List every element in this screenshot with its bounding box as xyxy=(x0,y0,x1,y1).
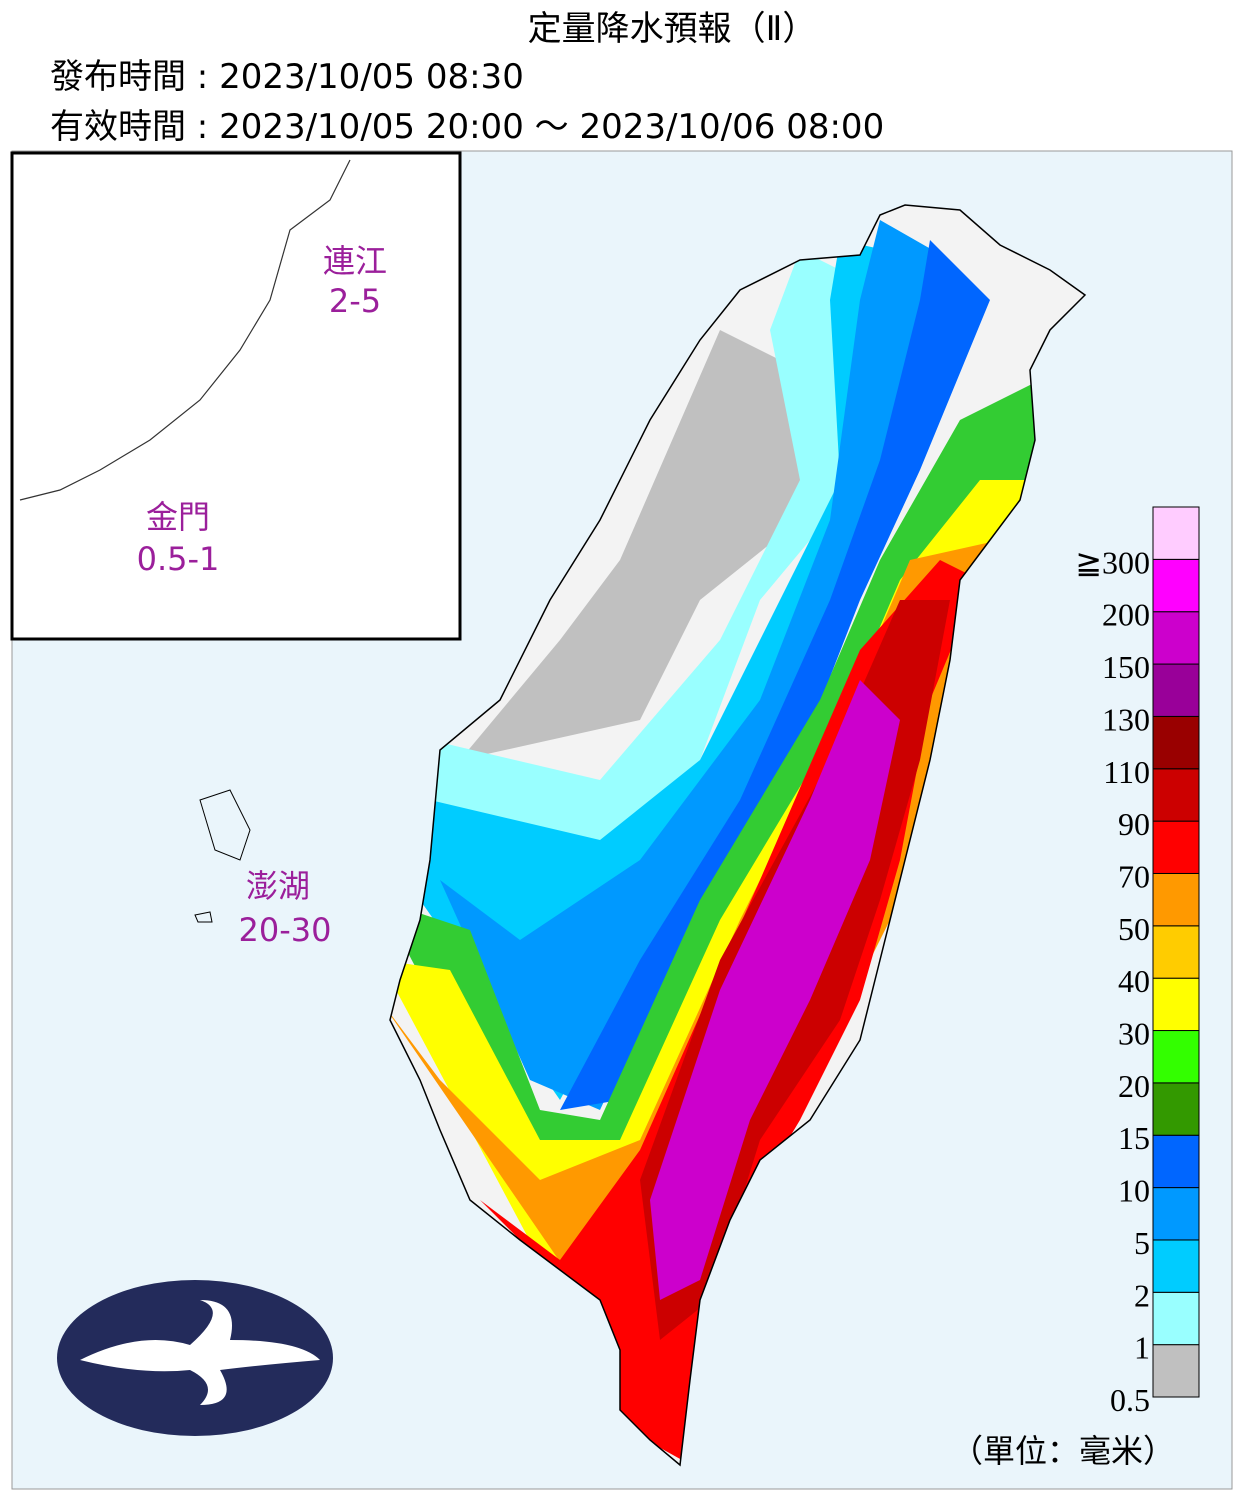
legend-label: 5 xyxy=(1134,1225,1150,1261)
inset-value: 0.5-1 xyxy=(137,540,220,578)
legend-swatch xyxy=(1152,925,1200,979)
legend-label: 30 xyxy=(1118,1016,1150,1052)
island-value: 20-30 xyxy=(239,911,332,949)
island-label: 澎湖 xyxy=(246,867,310,905)
labels: 連江 2-5 金門 0.5-1 澎湖 20-30 xyxy=(137,242,387,949)
legend-swatch xyxy=(1152,663,1200,717)
inset-value: 2-5 xyxy=(329,282,381,320)
legend: 0.5 1 2 5 10 15 20 30 40 50 70 90 110 130 150 200 ≧300 xyxy=(1075,506,1200,1418)
legend-label: 150 xyxy=(1102,649,1150,685)
legend-swatch xyxy=(1152,558,1200,613)
legend-swatch xyxy=(1152,1082,1200,1136)
legend-swatch xyxy=(1152,506,1200,560)
unit: （單位：毫米） xyxy=(951,1432,1175,1470)
legend-swatch xyxy=(1152,1187,1200,1241)
legend-label: 130 xyxy=(1102,701,1150,737)
legend-swatch xyxy=(1152,768,1200,822)
legend-label: 15 xyxy=(1118,1120,1150,1156)
legend-label: ≧300 xyxy=(1075,544,1150,580)
penghu xyxy=(194,789,251,923)
legend-swatch xyxy=(1152,715,1200,770)
legend-label: 90 xyxy=(1118,806,1150,842)
inset-coast xyxy=(19,159,351,501)
legend-swatch xyxy=(1152,1291,1200,1346)
legend-swatch xyxy=(1152,1030,1200,1084)
legend-label: 40 xyxy=(1118,963,1150,999)
issue-time: 發布時間 : 2023/10/05 08:30 xyxy=(50,57,524,97)
legend-label: 70 xyxy=(1118,858,1150,894)
legend-swatch xyxy=(1152,1134,1200,1189)
legend-swatch xyxy=(1152,820,1200,874)
legend-swatch xyxy=(1152,1344,1200,1398)
legend-label: 2 xyxy=(1134,1277,1150,1313)
inset-label: 金門 xyxy=(146,498,210,536)
logo-swirl xyxy=(80,1300,320,1405)
title: 定量降水預報（Ⅱ） xyxy=(528,9,817,49)
legend-label: 20 xyxy=(1118,1068,1150,1104)
inset-label: 連江 xyxy=(323,242,387,280)
legend-swatch xyxy=(1152,611,1200,665)
legend-label: 110 xyxy=(1103,754,1150,790)
inset-box xyxy=(10,151,462,641)
legend-swatch xyxy=(1152,1239,1200,1293)
legend-label: 0.5 xyxy=(1110,1382,1150,1418)
legend-label: 200 xyxy=(1102,597,1150,633)
legend-swatch xyxy=(1152,872,1200,927)
legend-label: 1 xyxy=(1134,1330,1150,1366)
legend-swatch xyxy=(1152,977,1200,1032)
valid-time: 有效時間 : 2023/10/05 20:00 ～ 2023/10/06 08:… xyxy=(50,107,884,147)
legend-label: 50 xyxy=(1118,911,1150,947)
legend-label: 10 xyxy=(1118,1173,1150,1209)
